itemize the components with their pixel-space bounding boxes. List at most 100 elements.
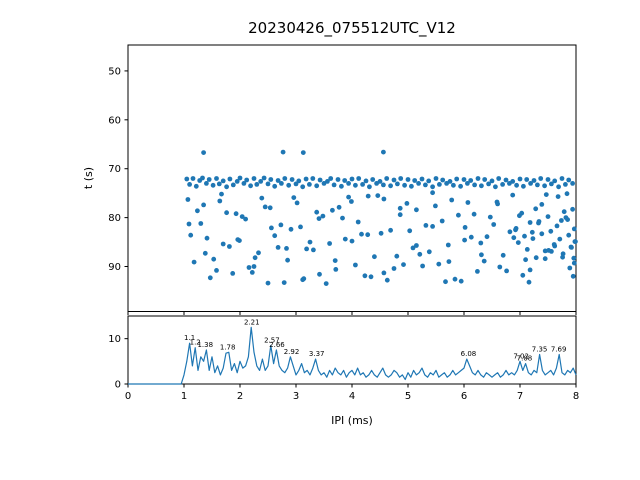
scatter-point	[188, 232, 194, 238]
scatter-point	[465, 200, 471, 205]
scatter-point	[269, 225, 274, 231]
scatter-point	[439, 218, 445, 224]
scatter-point	[265, 181, 271, 187]
scatter-point	[528, 181, 533, 186]
scatter-point	[560, 251, 566, 257]
scatter-point	[272, 233, 278, 239]
scatter-point	[378, 230, 384, 236]
scatter-point	[486, 181, 491, 187]
scatter-point	[235, 237, 241, 243]
scatter-point	[414, 243, 419, 248]
scatter-point	[481, 258, 487, 264]
scatter-point	[370, 177, 376, 182]
scatter-point	[185, 197, 191, 202]
scatter-point	[187, 182, 193, 187]
peak-label: 7.02	[513, 352, 529, 360]
scatter-point	[559, 176, 565, 181]
scatter-point	[571, 260, 577, 266]
scatter-point	[261, 175, 267, 181]
scatter-point	[510, 179, 516, 184]
scatter-point	[330, 207, 335, 213]
scatter-point	[417, 251, 423, 257]
scatter-subplot: 50 60 70 80 90	[108, 44, 578, 315]
scatter-point	[533, 255, 539, 261]
scatter-point	[340, 215, 345, 221]
scatter-point	[430, 184, 435, 190]
scatter-point	[426, 249, 432, 255]
scatter-point	[554, 223, 560, 229]
scatter-point	[363, 178, 369, 184]
peak-label: 7.08	[517, 355, 533, 363]
scatter-point	[349, 199, 354, 204]
scatter-point	[519, 210, 525, 216]
scatter-point	[430, 190, 435, 196]
x-tick-label: 0	[125, 391, 131, 402]
scatter-point	[549, 181, 554, 187]
scatter-point	[531, 178, 537, 183]
scatter-point	[365, 232, 371, 238]
scatter-point	[377, 179, 383, 184]
scatter-point	[443, 279, 448, 285]
scatter-point	[573, 239, 578, 245]
scatter-point	[468, 178, 474, 183]
scatter-point	[472, 182, 477, 188]
scatter-point	[214, 176, 219, 181]
x-tick-label: 3	[293, 391, 299, 402]
y-tick-label: 10	[108, 334, 121, 345]
scatter-point	[566, 177, 572, 183]
scatter-point	[423, 223, 429, 228]
scatter-point	[511, 235, 517, 241]
scatter-point	[489, 178, 495, 184]
scatter-point	[493, 184, 498, 190]
scatter-point	[356, 176, 362, 181]
x-tick-label: 8	[573, 391, 579, 402]
scatter-point	[549, 249, 554, 254]
scatter-point	[346, 194, 351, 200]
scatter-point	[484, 234, 490, 240]
scatter-point	[570, 206, 575, 212]
scatter-point	[267, 205, 273, 211]
scatter-point	[564, 191, 570, 197]
scatter-point	[220, 241, 226, 247]
scatter-point	[285, 257, 290, 263]
x-tick-label: 5	[405, 391, 411, 402]
scatter-point	[298, 224, 303, 230]
scatter-point	[479, 252, 484, 258]
scatter-point	[332, 258, 338, 263]
y-axis-label-top: t (s)	[82, 167, 95, 189]
scatter-point	[524, 177, 530, 182]
scatter-point	[381, 182, 386, 188]
peak-label: 1.38	[197, 341, 213, 349]
scatter-point	[246, 265, 252, 270]
scatter-point	[346, 181, 351, 186]
scatter-point	[353, 262, 358, 268]
scatter-point	[423, 182, 428, 188]
scatter-point	[407, 228, 413, 234]
scatter-point	[545, 214, 551, 220]
scatter-point	[570, 181, 575, 186]
scatter-point	[384, 277, 390, 283]
y-tick-label: 60	[108, 115, 121, 126]
scatter-point	[349, 176, 355, 182]
scatter-point	[360, 182, 365, 187]
scatter-point	[458, 183, 463, 189]
scatter-point	[449, 197, 455, 203]
scatter-point	[437, 182, 442, 187]
scatter-point	[294, 200, 300, 206]
scatter-point	[468, 234, 474, 240]
scatter-point	[543, 192, 549, 198]
scatter-point	[405, 177, 411, 182]
peak-label: 1.1	[184, 334, 195, 342]
y-tick-label: 0	[115, 380, 121, 391]
scatter-point	[262, 204, 268, 210]
x-tick-label: 6	[461, 391, 467, 402]
scatter-point	[365, 193, 371, 199]
scatter-point	[317, 271, 322, 277]
y-tick-label: 50	[108, 66, 121, 77]
scatter-point	[475, 176, 481, 181]
scatter-point	[420, 263, 425, 269]
scatter-point	[342, 236, 348, 242]
scatter-point	[190, 176, 196, 181]
scatter-point	[323, 281, 329, 286]
scatter-point	[224, 184, 230, 190]
